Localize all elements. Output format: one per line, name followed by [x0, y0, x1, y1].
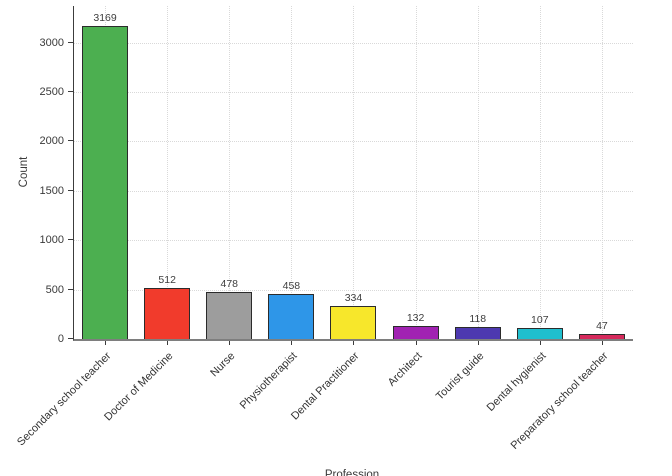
bar-value-label: 3169 [93, 11, 117, 24]
y-tick-label: 2000 [39, 135, 64, 148]
bar-slot: 118 Tourist guide [434, 6, 509, 403]
x-tick-mark [539, 341, 541, 345]
bar-value-label: 458 [282, 279, 301, 292]
bar-slot: 47 Preparatory school teacher [509, 6, 633, 452]
y-tick-label: 2500 [39, 85, 64, 98]
x-tick-mark [229, 341, 231, 345]
bar-value-label: 478 [220, 277, 239, 290]
v-gridline [539, 6, 541, 339]
x-tick-mark [601, 341, 603, 345]
bar-doctor-of-medicine [144, 288, 191, 339]
y-tick-mark [68, 90, 73, 92]
bar-value-label: 132 [406, 311, 425, 324]
bar-dental-hygienist [516, 328, 563, 339]
x-tick-mark [415, 341, 417, 345]
y-axis-label: Count [18, 156, 30, 188]
y-tick-label: 1500 [39, 184, 64, 197]
bar-slot: 107 Dental hygienist [484, 6, 571, 414]
x-tick-label: Architect [385, 350, 425, 389]
y-tick-mark [68, 338, 73, 339]
y-tick-mark [68, 140, 73, 142]
bar-slot: 512 Doctor of Medicine [102, 6, 198, 423]
y-tick-mark [68, 288, 73, 290]
bar-slot: 458 Physiotherapist [238, 6, 322, 412]
bar-preparatory-school-teacher [578, 334, 625, 339]
y-tick-mark [68, 239, 73, 241]
bar-value-label: 118 [469, 313, 487, 326]
y-tick-label: 3000 [39, 36, 64, 49]
x-tick-label: Tourist guide [433, 350, 487, 403]
v-gridline [229, 6, 231, 339]
bar-slot: 3169 Secondary school teacher [15, 6, 136, 448]
bar-slots: 3169 Secondary school teacher 512 Doctor of… [15, 6, 633, 452]
x-tick-label: Dental hygienist [484, 350, 549, 414]
y-tick-mark [68, 41, 73, 43]
x-tick-label: Secondary school teacher [15, 350, 114, 449]
y-tick-label: 1000 [39, 234, 64, 247]
bar-dental-practitioner [330, 306, 377, 339]
y-tick-label: 0 [57, 333, 64, 345]
bar-value-label: 107 [531, 314, 549, 327]
x-axis-label: Profession [324, 469, 380, 476]
bar-tourist-guide [454, 327, 501, 339]
y-tick-mark [68, 189, 73, 191]
x-tick-mark [291, 341, 293, 345]
x-tick-label: Dental Practitioner [289, 350, 362, 423]
bar-slot: 132 Architect [385, 6, 447, 389]
x-tick-label: Nurse [208, 350, 238, 380]
bar-slot: 334 Dental Practitioner [289, 6, 384, 422]
v-gridline [353, 6, 355, 339]
bar-architect [392, 325, 439, 339]
x-tick-mark [477, 341, 479, 345]
x-tick-label: Physiotherapist [238, 350, 300, 412]
y-tick-label: 500 [45, 283, 64, 296]
v-gridline [291, 6, 293, 339]
v-gridline [167, 6, 169, 339]
bar-secondary-school-teacher [82, 25, 129, 339]
bar-value-label: 512 [158, 274, 176, 287]
bar-nurse [206, 291, 253, 339]
x-tick-mark [105, 341, 107, 345]
bar-slot: 478 Nurse [198, 6, 260, 379]
bar-physiotherapist [268, 293, 315, 339]
v-gridline [601, 6, 603, 339]
plot-area: 3169 Secondary school teacher 512 Doctor of… [15, 6, 633, 452]
bar-value-label: 334 [344, 292, 363, 304]
v-gridline [415, 6, 417, 339]
x-tick-label: Doctor of Medicine [102, 350, 176, 424]
x-tick-mark [353, 341, 355, 345]
bar-value-label: 47 [596, 320, 608, 333]
v-gridline [477, 6, 479, 339]
x-tick-mark [167, 341, 169, 345]
